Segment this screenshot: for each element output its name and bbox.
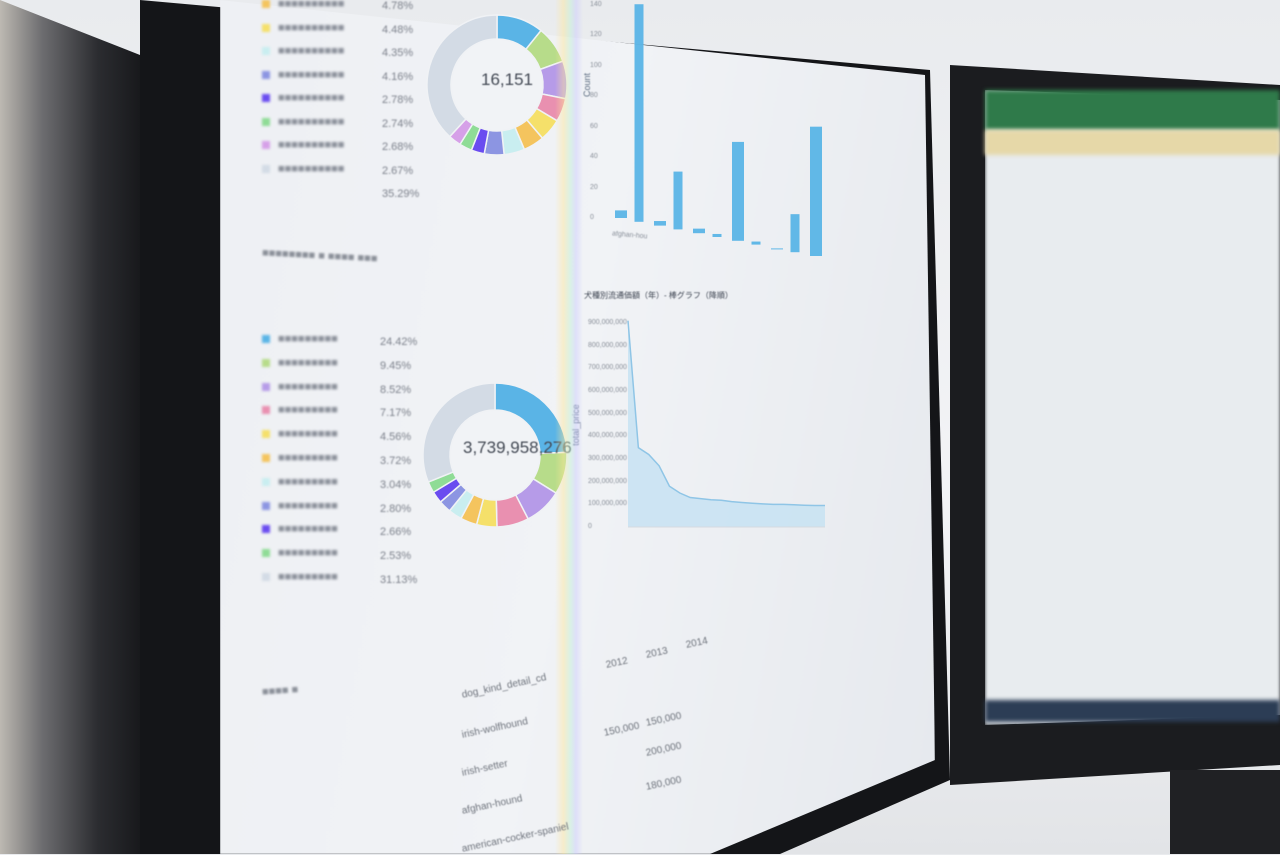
bar bbox=[732, 141, 744, 241]
bar bbox=[810, 126, 822, 256]
bar-y-tick: 140 bbox=[590, 1, 602, 8]
bar bbox=[790, 214, 800, 253]
legend-item: ■■■■■■■■■■ bbox=[262, 163, 344, 175]
bar bbox=[693, 228, 705, 234]
line-y-tick: 700,000,000 bbox=[588, 364, 627, 372]
donut-top-total: 16,151 bbox=[481, 70, 533, 89]
legend-item: ■■■■■■■■■■ bbox=[262, 69, 344, 81]
legend-item: ■■■■■■■■■ bbox=[262, 523, 338, 535]
legend-item: ■■■■■■■■■ bbox=[262, 428, 338, 440]
moire-reflection bbox=[555, 0, 583, 854]
legend-item: ■■■■■■■■■ bbox=[262, 381, 338, 393]
line-y-tick: 500,000,000 bbox=[588, 409, 627, 417]
legend-item: ■■■■■■■■■ bbox=[262, 452, 338, 464]
line-area bbox=[628, 320, 825, 527]
line-y-tick: 600,000,000 bbox=[588, 387, 627, 394]
bar-y-tick: 60 bbox=[590, 122, 598, 130]
line-y-tick: 900,000,000 bbox=[588, 319, 627, 326]
legend-item: ■■■■■■■■■ bbox=[262, 476, 338, 488]
bar bbox=[634, 4, 644, 222]
line-series bbox=[627, 320, 825, 507]
donut-bottom-total: 3,739,958,276 bbox=[463, 438, 572, 457]
legend-percent: 31.13% bbox=[380, 574, 418, 586]
line-y-tick: 0 bbox=[588, 523, 592, 530]
line-chart-title: 犬種別流通価額（年）- 棒グラフ（降順） bbox=[584, 291, 733, 300]
bar-y-tick: 20 bbox=[590, 183, 598, 191]
legend-item: ■■■■■■■■■■ bbox=[262, 22, 344, 34]
legend-percent: 8.52% bbox=[380, 383, 412, 396]
legend-percent: 3.72% bbox=[380, 455, 412, 467]
legend-percent: 3.04% bbox=[380, 478, 412, 491]
donut-bottom-slice bbox=[422, 382, 496, 484]
bar bbox=[615, 210, 627, 218]
bar bbox=[751, 241, 761, 245]
bar bbox=[654, 221, 666, 226]
legend-percent: 2.53% bbox=[380, 550, 412, 563]
legend-item: ■■■■■■■■■ bbox=[262, 404, 338, 416]
legend-percent: 7.17% bbox=[380, 407, 412, 420]
left-monitor bbox=[0, 0, 140, 854]
legend-percent: 4.35% bbox=[382, 47, 414, 59]
legend-percent: 2.80% bbox=[380, 502, 412, 515]
bar-y-tick: 40 bbox=[590, 153, 598, 161]
legend-percent: 24.42% bbox=[380, 336, 418, 348]
donut-top-hole bbox=[452, 40, 542, 130]
legend-percent: 35.29% bbox=[382, 188, 420, 200]
bar bbox=[771, 248, 783, 250]
spreadsheet-ribbon bbox=[985, 90, 1280, 130]
table-title-blurred: ■■■■ ■ bbox=[261, 683, 299, 699]
line-y-tick: 200,000,000 bbox=[588, 477, 627, 485]
legend-item: ■■■■■■■■■■ bbox=[262, 116, 344, 128]
right-monitor-spreadsheet bbox=[985, 90, 1280, 725]
legend-item: ■■■■■■■■■■ bbox=[262, 139, 344, 151]
line-y-tick: 800,000,000 bbox=[588, 341, 627, 349]
legend-percent: 4.16% bbox=[382, 70, 414, 83]
legend-item: ■■■■■■■■■■ bbox=[262, 0, 344, 10]
spreadsheet-formula-bar bbox=[985, 130, 1280, 155]
line-y-tick: 300,000,000 bbox=[588, 455, 627, 462]
bar-y-tick: 0 bbox=[590, 214, 594, 221]
legend-item: ■■■■■■■■■■ bbox=[262, 45, 344, 57]
legend-item: ■■■■■■■■■ bbox=[262, 571, 338, 583]
bar bbox=[673, 171, 683, 230]
legend-item: ■■■■■■■■■■ bbox=[262, 92, 344, 104]
legend-item: ■■■■■■■■■ bbox=[262, 547, 338, 559]
legend-percent: 4.78% bbox=[382, 0, 414, 12]
legend-percent: 9.45% bbox=[380, 359, 412, 372]
bar-y-tick: 100 bbox=[590, 61, 602, 69]
donut-top-slice bbox=[426, 14, 498, 138]
line-y-tick: 400,000,000 bbox=[588, 432, 627, 440]
legend-percent: 4.56% bbox=[380, 431, 412, 444]
legend-percent: 2.74% bbox=[382, 117, 414, 130]
taskbar bbox=[985, 700, 1280, 722]
legend-item: ■■■■■■■■■ bbox=[262, 333, 338, 345]
legend-percent: 2.67% bbox=[382, 164, 414, 177]
legend-item: ■■■■■■■■■ bbox=[262, 357, 338, 369]
legend-percent: 2.78% bbox=[382, 94, 414, 106]
legend-percent: 2.66% bbox=[380, 526, 412, 539]
legend-percent: 4.48% bbox=[382, 23, 414, 36]
donut-bottom-hole bbox=[451, 411, 539, 499]
line-y-tick: 100,000,000 bbox=[588, 500, 627, 508]
bar-y-tick: 80 bbox=[590, 92, 598, 100]
bar bbox=[712, 233, 722, 237]
legend-percent: 2.68% bbox=[382, 141, 414, 153]
legend-item: ■■■■■■■■■ bbox=[262, 500, 338, 512]
monitor-stand bbox=[1170, 770, 1280, 854]
bar-y-tick: 120 bbox=[590, 31, 602, 39]
